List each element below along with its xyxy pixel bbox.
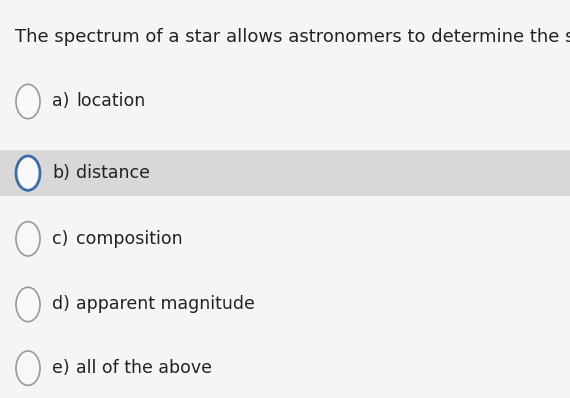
- Text: b): b): [52, 164, 70, 182]
- Text: all of the above: all of the above: [76, 359, 212, 377]
- Text: d): d): [52, 295, 70, 314]
- Ellipse shape: [16, 156, 40, 190]
- Text: apparent magnitude: apparent magnitude: [76, 295, 255, 314]
- Ellipse shape: [16, 84, 40, 119]
- Text: e): e): [52, 359, 70, 377]
- Ellipse shape: [16, 222, 40, 256]
- Text: The spectrum of a star allows astronomers to determine the star’s: The spectrum of a star allows astronomer…: [15, 28, 570, 46]
- Text: distance: distance: [76, 164, 150, 182]
- Text: location: location: [76, 92, 145, 111]
- Text: composition: composition: [76, 230, 182, 248]
- Text: c): c): [52, 230, 68, 248]
- FancyBboxPatch shape: [0, 150, 570, 196]
- Ellipse shape: [16, 287, 40, 322]
- Ellipse shape: [16, 351, 40, 385]
- Text: a): a): [52, 92, 70, 111]
